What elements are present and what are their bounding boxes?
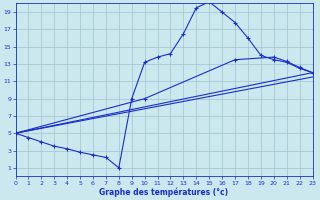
X-axis label: Graphe des températures (°c): Graphe des températures (°c) (100, 187, 228, 197)
